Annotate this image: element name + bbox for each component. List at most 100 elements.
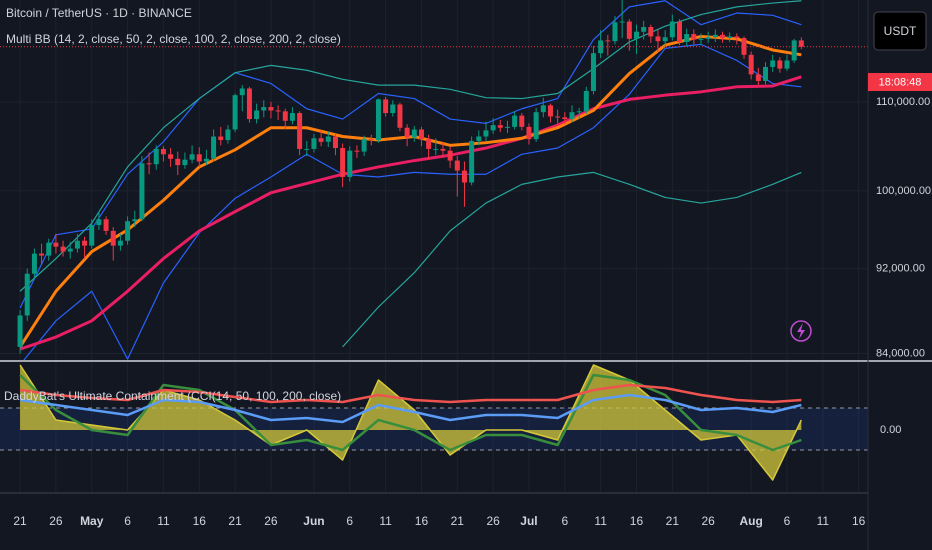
candle-body	[605, 40, 611, 42]
candle-body	[60, 246, 66, 252]
candle-body	[519, 115, 525, 127]
candle-body	[590, 53, 596, 91]
oscillator-line	[19, 393, 802, 424]
x-tick-label: Jun	[303, 514, 324, 528]
candle-body	[31, 253, 37, 274]
candle-body	[791, 40, 797, 61]
candle-body	[426, 139, 432, 149]
alert-icon[interactable]	[790, 320, 812, 342]
candle-body	[67, 248, 73, 252]
candle-body	[74, 240, 80, 249]
candle-body	[411, 129, 417, 138]
candle-body	[504, 126, 510, 128]
candle-body	[490, 125, 496, 131]
x-tick-label: 6	[124, 514, 131, 528]
candle-body	[297, 113, 303, 149]
candle-body	[53, 242, 59, 247]
candle-body	[461, 170, 467, 183]
x-tick-label: 16	[415, 514, 429, 528]
candle-body	[555, 116, 561, 118]
x-tick-label: Jul	[520, 514, 537, 528]
candle-body	[476, 136, 482, 141]
candle-body	[232, 95, 238, 130]
candle-body	[289, 113, 295, 121]
candle-body	[196, 154, 202, 162]
candle-body	[153, 148, 159, 165]
x-tick-label: 26	[486, 514, 500, 528]
candle-body	[569, 112, 575, 120]
candle-body	[39, 253, 45, 256]
candle-body	[705, 37, 711, 39]
candle-body	[712, 34, 718, 38]
candle-body	[612, 22, 618, 42]
currency-button[interactable]	[873, 11, 927, 51]
candle-body	[583, 90, 589, 112]
candle-body	[246, 88, 252, 120]
candle-body	[433, 148, 439, 150]
candle-body	[325, 136, 331, 142]
x-tick-label: 16	[630, 514, 644, 528]
x-tick-label: May	[80, 514, 104, 528]
x-tick-label: 26	[701, 514, 715, 528]
candle-body	[784, 60, 790, 69]
oscillator-line	[19, 373, 802, 452]
candle-body	[89, 225, 95, 246]
candle-body	[576, 111, 582, 113]
candle-body	[619, 21, 625, 23]
candle-body	[454, 160, 460, 171]
x-tick-label: 11	[817, 514, 830, 528]
candle-body	[354, 150, 360, 152]
x-tick-label: 21	[13, 514, 27, 528]
candle-body	[748, 54, 754, 75]
x-tick-label: 16	[852, 514, 866, 528]
countdown-box	[868, 73, 932, 91]
indicator-line	[342, 171, 802, 348]
candle-body	[282, 111, 288, 121]
candle-body	[96, 219, 102, 226]
candle-body	[798, 40, 804, 47]
candle-body	[254, 110, 260, 120]
price-pane	[0, 0, 868, 360]
candle-body	[547, 105, 553, 117]
oscillator-label: DaddyBat's Ultimate Containment (CCI(14,…	[4, 389, 341, 403]
candle-body	[497, 125, 503, 128]
x-tick-label: 21	[451, 514, 465, 528]
candle-body	[24, 273, 30, 316]
candle-body	[390, 104, 396, 114]
candle-body	[734, 36, 740, 39]
candle-body	[218, 136, 224, 141]
candle-body	[727, 36, 733, 39]
candle-body	[368, 139, 374, 141]
candle-body	[526, 126, 532, 140]
candle-body	[691, 34, 697, 40]
candle-body	[318, 138, 324, 142]
candle-body	[662, 37, 668, 42]
candle-body	[168, 154, 174, 159]
candle-body	[117, 240, 123, 246]
x-tick-label: 26	[49, 514, 63, 528]
candle-body	[175, 158, 181, 166]
area-fill	[20, 365, 802, 480]
candle-body	[46, 242, 52, 256]
candle-body	[347, 150, 353, 177]
candle-body	[17, 315, 23, 347]
candle-body	[626, 21, 632, 39]
candle-body	[103, 219, 109, 231]
candle-body	[268, 107, 274, 111]
candle-body	[383, 99, 389, 114]
candle-body	[770, 60, 776, 67]
candle-body	[160, 148, 166, 155]
candle-body	[82, 240, 88, 246]
candle-body	[440, 148, 446, 151]
indicator-line	[19, 75, 802, 351]
currency-label: USDT	[884, 24, 917, 38]
candle-body	[684, 34, 690, 42]
x-tick-label: 21	[228, 514, 242, 528]
candle-body	[332, 136, 338, 149]
candle-body	[641, 27, 647, 32]
candle-body	[110, 230, 116, 246]
candle-body	[777, 60, 783, 69]
y-tick-label: 84,000.00	[876, 347, 925, 359]
